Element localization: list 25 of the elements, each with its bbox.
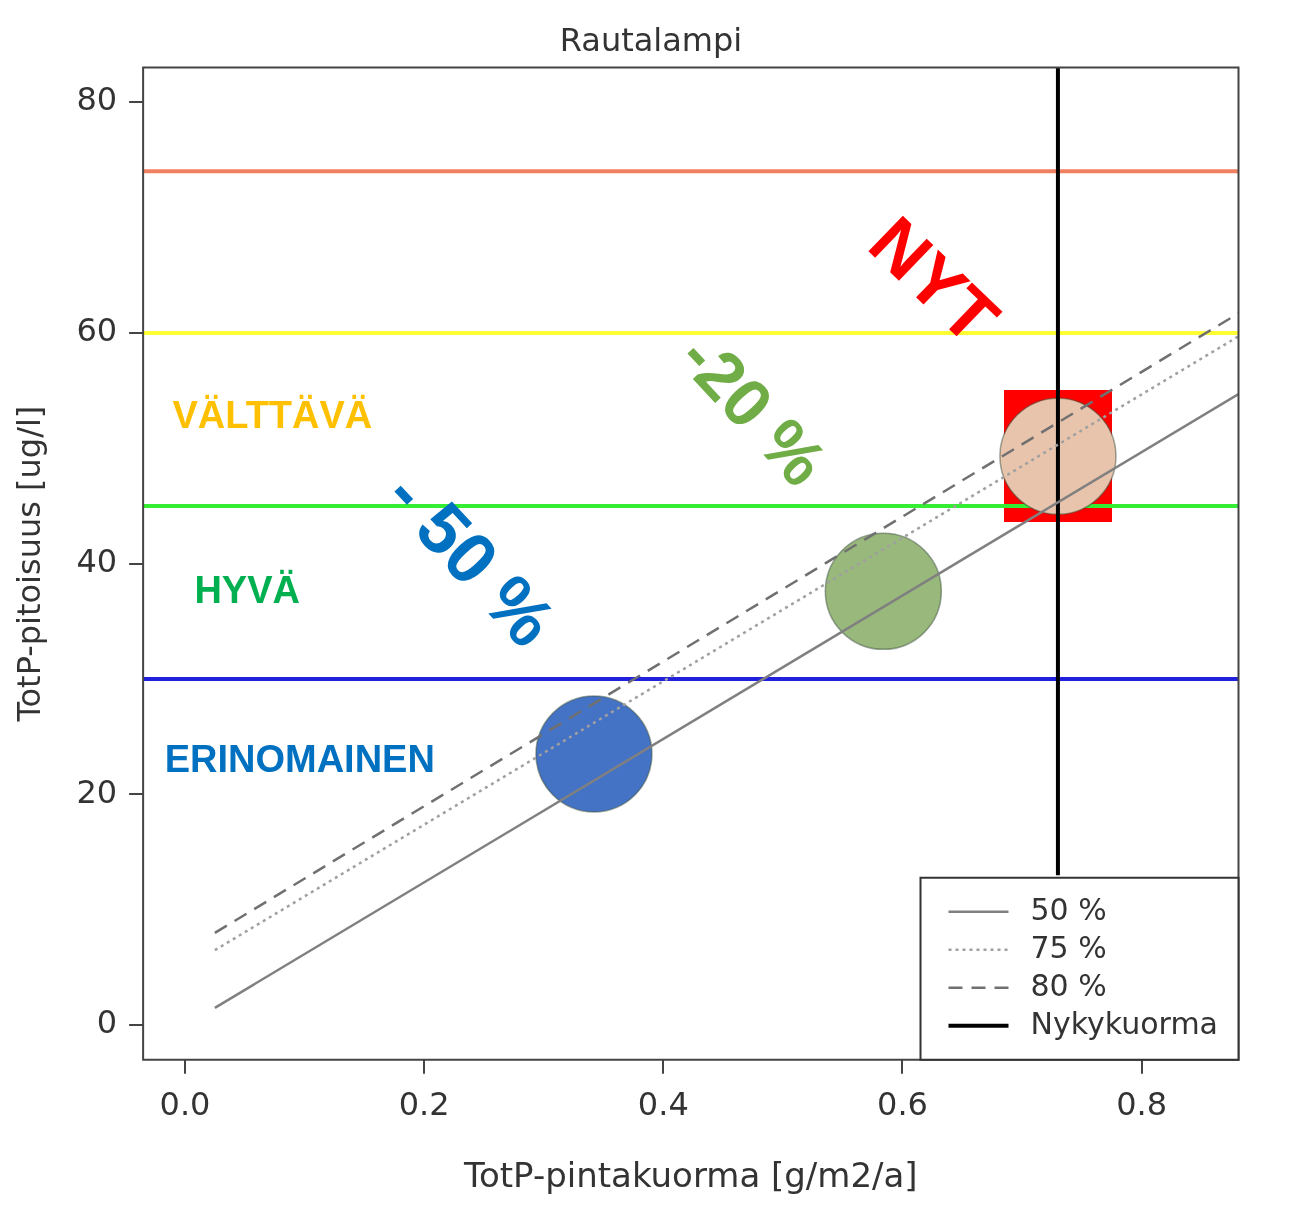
point: [824, 532, 943, 651]
y-axis-title: TotP-pitoisuus [ug/l]: [9, 405, 48, 723]
legend-label: 50 %: [1030, 891, 1107, 927]
chart-title: Rautalampi: [559, 20, 743, 59]
legend-label: Nykykuorma: [1030, 1005, 1218, 1041]
x-tick-label: 0.6: [877, 1085, 928, 1124]
x-tick-label: 0.8: [1116, 1085, 1168, 1124]
x-tick-label: 0.2: [398, 1085, 450, 1124]
x-tick-label: 0.0: [159, 1085, 211, 1124]
annotation: - 50 %: [370, 454, 572, 662]
x-tick-label: 0.4: [637, 1085, 689, 1124]
point: [535, 695, 653, 813]
annotation: ERINOMAINEN: [164, 737, 435, 780]
y-tick-label: 20: [76, 772, 118, 811]
annotation: -20 %: [665, 318, 843, 501]
legend-label: 75 %: [1030, 929, 1107, 965]
legend-label: 80 %: [1030, 967, 1107, 1003]
annotation: NYT: [854, 201, 1014, 359]
y-tick-label: 80: [76, 80, 118, 119]
annotation: HYVÄ: [194, 568, 300, 611]
y-tick-label: 60: [76, 311, 118, 350]
y-tick-label: 0: [96, 1003, 118, 1042]
annotation: VÄLTTÄVÄ: [172, 394, 373, 437]
x-axis-title: TotP-pintakuorma [g/m2/a]: [462, 1155, 918, 1196]
y-tick-label: 40: [76, 541, 118, 580]
